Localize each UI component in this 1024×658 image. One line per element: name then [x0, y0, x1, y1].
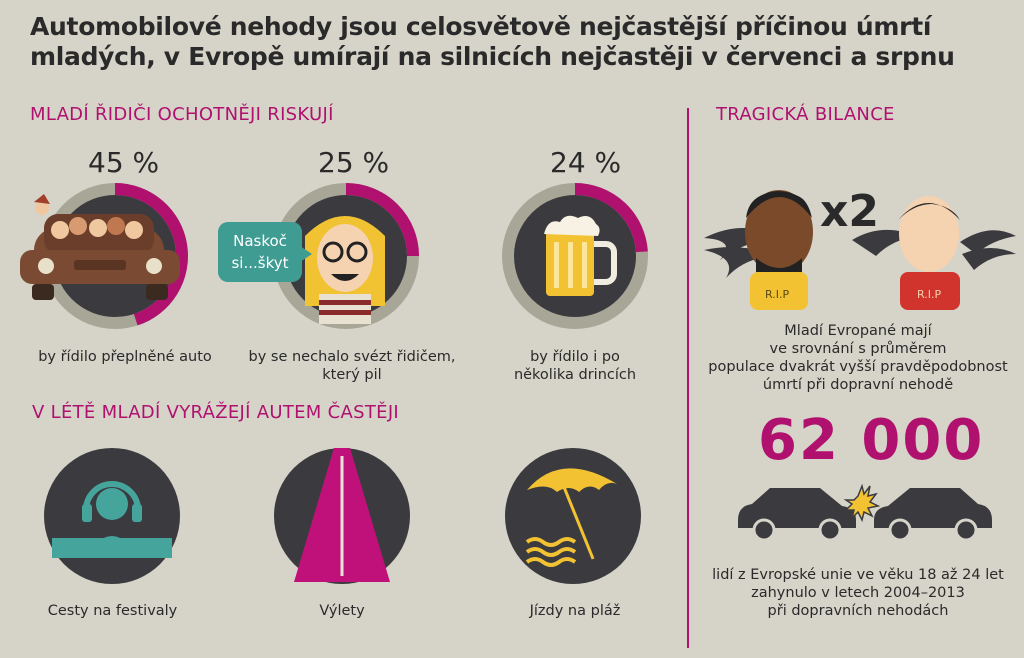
beer-mug-icon	[544, 215, 617, 296]
ring-arc-overloaded	[114, 183, 188, 326]
caption-drinking: by řídilo i po několika drincích	[484, 348, 666, 384]
drunk-woman-icon	[305, 216, 385, 324]
risk-text-line-4: úmrtí při dopravní nehodě	[762, 377, 954, 393]
big-number: 62 000	[758, 408, 985, 473]
deaths-text-line-3: při dopravních nehodách	[767, 603, 949, 619]
section-heading-risk: MLADÍ ŘIDIČI OCHOTNĚJI RISKUJÍ	[30, 104, 334, 125]
deaths-text-line-2: zahynulo v letech 2004–2013	[751, 585, 965, 601]
caption-drunk-driver: by se nechalo svézt řidičem, který pil	[236, 348, 468, 384]
caption-drunk-driver-line-1: by se nechalo svézt řidičem,	[248, 349, 456, 365]
car-crash-icon	[738, 483, 992, 542]
deaths-text-line-1: lidí z Evropské unie ve věku 18 až 24 le…	[712, 567, 1004, 583]
risk-text: Mladí Evropané mají ve srovnání s průměr…	[708, 322, 1008, 394]
risk-text-line-1: Mladí Evropané mají	[784, 323, 932, 339]
beach-umbrella-icon	[505, 448, 641, 584]
caption-beach: Jízdy na pláž	[529, 603, 621, 619]
section-heading-summer: V LÉTĚ MLADÍ VYRÁŽEJÍ AUTEM ČASTĚJI	[32, 402, 400, 423]
ring-arc-drunk-driver	[345, 183, 419, 257]
caption-trips: Výlety	[319, 603, 365, 619]
percent-label-drinking: 24 %	[550, 146, 622, 179]
rip-figures-icon	[704, 190, 1016, 310]
risk-text-line-3: populace dvakrát vyšší pravděpodobnost	[708, 359, 1008, 375]
road-icon	[274, 448, 410, 584]
ring-arc-drinking	[574, 183, 648, 253]
caption-festivals: Cesty na festivaly	[47, 603, 178, 619]
risk-text-line-2: ve srovnání s průměrem	[769, 341, 947, 357]
deaths-text: lidí z Evropské unie ve věku 18 až 24 le…	[708, 566, 1008, 620]
section-heading-tragic: TRAGICKÁ BILANCE	[716, 104, 895, 125]
caption-drunk-driver-line-2: který pil	[322, 367, 382, 383]
speech-line-1: Naskoč	[233, 232, 287, 250]
page-title: Automobilové nehody jsou celosvětově nej…	[30, 12, 955, 71]
speech-bubble: Naskoč si...škyt	[218, 222, 312, 282]
rip-label-left: R.I.P	[765, 288, 790, 301]
rip-label-right: R.I.P	[917, 288, 942, 301]
percent-label-drunk-driver: 25 %	[318, 146, 390, 179]
multiplier-label: x2	[820, 186, 879, 237]
caption-drinking-line-2: několika drincích	[513, 367, 637, 383]
car-full-of-people-icon	[20, 194, 180, 300]
festival-headphones-icon	[44, 448, 180, 584]
caption-drinking-line-1: by řídilo i po	[530, 349, 620, 365]
section-divider	[687, 108, 689, 648]
percent-label-overloaded: 45 %	[88, 146, 160, 179]
speech-line-2: si...škyt	[231, 254, 289, 272]
caption-overloaded: by řídilo přeplněné auto	[38, 349, 212, 365]
